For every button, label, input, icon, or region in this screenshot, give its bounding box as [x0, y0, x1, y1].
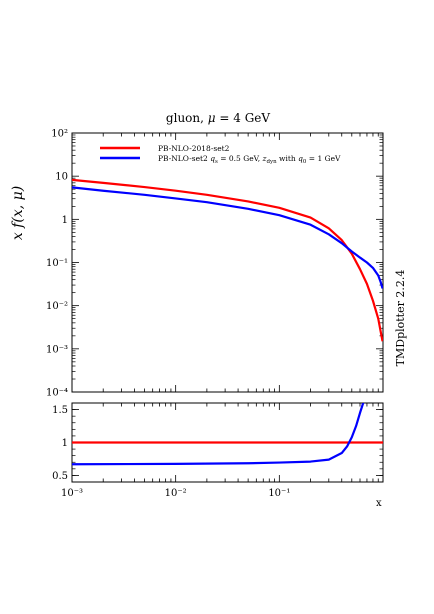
ratio-y-tick-label: 0.5 — [52, 471, 68, 482]
y-axis-label: x f(x, μ) — [10, 186, 26, 240]
ratio-series-lines — [72, 403, 383, 466]
y-tick-label: 10² — [51, 129, 68, 140]
x-tick-label: 10⁻³ — [61, 488, 83, 499]
x-tick-label: 10⁻¹ — [268, 488, 290, 499]
series-line-pb-nlo-2018-set2 — [72, 178, 383, 342]
legend-label-pb-nlo-set2-qs: PB-NLO-set2 qs = 0.5 GeV, zdyn with q0 =… — [158, 154, 341, 165]
chart-title: gluon, μ = 4 GeV — [166, 111, 270, 125]
y-tick-label: 10⁻¹ — [46, 258, 68, 269]
ratio-axis-ticks: 10⁻³ 10⁻² 10⁻¹ 0.5 1 1.5 — [52, 403, 383, 499]
y-tick-label: 10⁻⁴ — [46, 388, 68, 399]
side-label: TMDplotter 2.2.4 — [394, 270, 407, 367]
main-plot-frame — [71, 132, 384, 393]
series-line-pb-nlo-set2-qs — [72, 186, 383, 289]
ratio-line-pb-nlo-set2-qs — [72, 403, 365, 466]
ratio-y-tick-label: 1 — [62, 438, 68, 449]
y-tick-label: 1 — [62, 215, 68, 226]
main-axis-ticks: 10⁻⁴ 10⁻³ 10⁻² 10⁻¹ 1 10 10² — [46, 129, 383, 399]
x-axis-label: x — [376, 498, 382, 509]
x-tick-label: 10⁻² — [165, 488, 187, 499]
y-tick-label: 10⁻³ — [46, 344, 68, 355]
main-series-lines — [72, 178, 383, 342]
y-tick-label: 10⁻² — [46, 301, 68, 312]
legend-label-pb-nlo-2018-set2: PB-NLO-2018-set2 — [158, 144, 230, 153]
y-tick-label: 10 — [55, 172, 68, 183]
legend: PB-NLO-2018-set2 PB-NLO-set2 qs = 0.5 Ge… — [100, 144, 341, 165]
ratio-y-tick-label: 1.5 — [52, 405, 68, 416]
